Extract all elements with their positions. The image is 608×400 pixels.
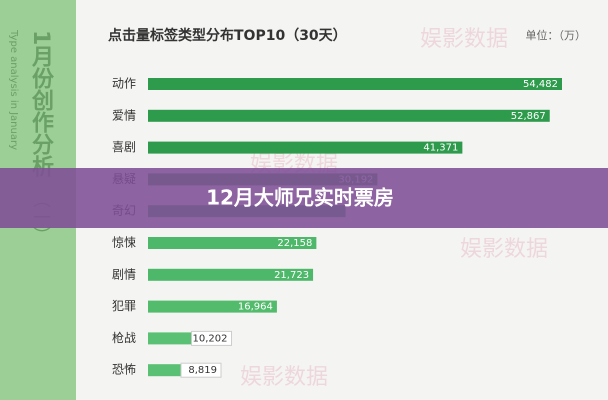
watermark: 娱影数据	[460, 237, 548, 262]
bar	[148, 78, 562, 90]
category-label: 剧情	[112, 267, 136, 281]
bar	[148, 300, 277, 313]
unit-label: 单位：（万）	[526, 28, 587, 42]
sidebar-title: 1月份创作分析	[28, 30, 55, 179]
watermark: 娱影数据	[240, 365, 328, 390]
value-label: 52,867	[511, 111, 546, 122]
value-label: 41,371	[423, 143, 458, 154]
sidebar-subtitle: Type analysis in January	[8, 29, 19, 150]
category-label: 惊悚	[112, 235, 136, 250]
bar	[148, 237, 317, 249]
value-label: 8,819	[188, 365, 217, 376]
category-label: 枪战	[112, 330, 136, 345]
category-label: 喜剧	[112, 140, 136, 154]
category-label: 犯罪	[112, 299, 136, 313]
category-label: 恐怖	[112, 362, 136, 377]
banner-title: 12月大师兄实时票房	[206, 186, 394, 210]
value-label: 21,723	[274, 270, 309, 281]
value-label: 54,482	[523, 79, 558, 90]
chart-title: 点击量标签类型分布TOP10（30天）	[108, 27, 347, 44]
value-label-box	[191, 330, 233, 346]
value-label: 22,158	[277, 238, 312, 249]
watermark: 娱影数据	[420, 27, 508, 52]
value-label: 10,202	[193, 333, 228, 344]
banner-band	[0, 168, 608, 228]
bar	[148, 268, 314, 281]
category-label: 爱情	[112, 108, 136, 122]
category-label: 动作	[112, 77, 136, 91]
bar	[148, 109, 550, 122]
value-label-box	[180, 362, 222, 378]
value-label: 16,964	[238, 302, 273, 313]
bar	[148, 141, 463, 154]
